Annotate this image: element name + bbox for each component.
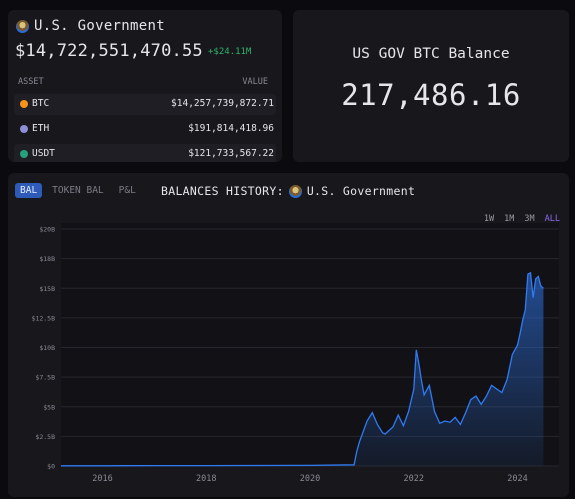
y-tick-label: $2.5B	[35, 433, 55, 441]
y-tick-label: $15B	[39, 285, 55, 293]
asset-value: $121,733,567.22	[188, 148, 274, 159]
x-tick-label: 2020	[300, 474, 320, 484]
history-title-label: BALANCES HISTORY:	[161, 184, 284, 198]
range-1w[interactable]: 1W	[483, 214, 495, 224]
time-range-selector: 1W 1M 3M ALL	[484, 214, 560, 224]
asset-column-header[interactable]: ASSET	[18, 77, 44, 87]
tab-bal[interactable]: BAL	[15, 183, 43, 198]
entity-total-value: $14,722,551,470.55	[15, 41, 203, 61]
asset-row-btc[interactable]: BTC $14,257,739,872.71	[14, 94, 276, 115]
range-1m[interactable]: 1M	[504, 214, 515, 224]
asset-row-eth[interactable]: ETH $191,814,418.96	[14, 119, 276, 140]
balance-title: US GOV BTC Balance	[352, 46, 510, 62]
asset-row-usdt[interactable]: USDT $121,733,567.22	[14, 144, 276, 162]
x-tick-label: 2022	[404, 474, 424, 484]
range-all[interactable]: ALL	[544, 214, 560, 224]
y-tick-label: $0	[47, 463, 55, 471]
y-tick-label: $12.5B	[32, 314, 56, 322]
asset-symbol: USDT	[32, 148, 55, 159]
us-seal-icon	[16, 19, 29, 33]
asset-symbol: BTC	[32, 98, 50, 109]
y-tick-label: $18B	[39, 255, 55, 263]
y-tick-label: $20B	[39, 226, 55, 234]
entity-change: +$24.11M	[208, 47, 252, 57]
range-3m[interactable]: 3M	[524, 214, 535, 224]
asset-value: $191,814,418.96	[188, 123, 274, 134]
balance-line	[61, 271, 544, 467]
entity-name[interactable]: U.S. Government	[34, 18, 165, 34]
eth-coin-icon	[20, 125, 28, 133]
balances-history-panel: $0 $2.5B $5B $7.5B $10B $12.5B $15B $18B $20B 201…	[8, 173, 569, 497]
tab-token-bal[interactable]: TOKEN BAL	[52, 185, 104, 196]
history-tabs: BAL TOKEN BAL P&L	[15, 183, 146, 198]
y-tick-label: $5B	[43, 403, 55, 411]
x-tick-label: 2018	[196, 474, 216, 484]
btc-coin-icon	[20, 100, 28, 108]
y-tick-label: $10B	[39, 344, 55, 352]
entity-panel: U.S. Government $14,722,551,470.55 +$24.…	[8, 10, 282, 162]
history-entity-name[interactable]: U.S. Government	[306, 184, 416, 198]
usdt-coin-icon	[20, 150, 28, 158]
tab-pnl[interactable]: P&L	[118, 185, 136, 196]
y-tick-label: $7.5B	[35, 374, 55, 382]
entity-header: U.S. Government	[16, 18, 165, 34]
x-tick-label: 2016	[92, 474, 112, 484]
asset-value: $14,257,739,872.71	[171, 98, 274, 109]
history-title: BALANCES HISTORY: U.S. Government	[161, 184, 415, 198]
btc-balance-panel: US GOV BTC Balance 217,486.16	[293, 10, 569, 162]
balance-value: 217,486.16	[341, 78, 521, 112]
x-tick-label: 2024	[507, 474, 527, 484]
balance-area	[61, 272, 544, 466]
balance-history-chart[interactable]: $0 $2.5B $5B $7.5B $10B $12.5B $15B $18B $20B 201…	[8, 173, 569, 497]
asset-symbol: ETH	[32, 123, 50, 134]
value-column-header[interactable]: VALUE	[242, 77, 268, 87]
us-seal-icon	[288, 184, 302, 198]
